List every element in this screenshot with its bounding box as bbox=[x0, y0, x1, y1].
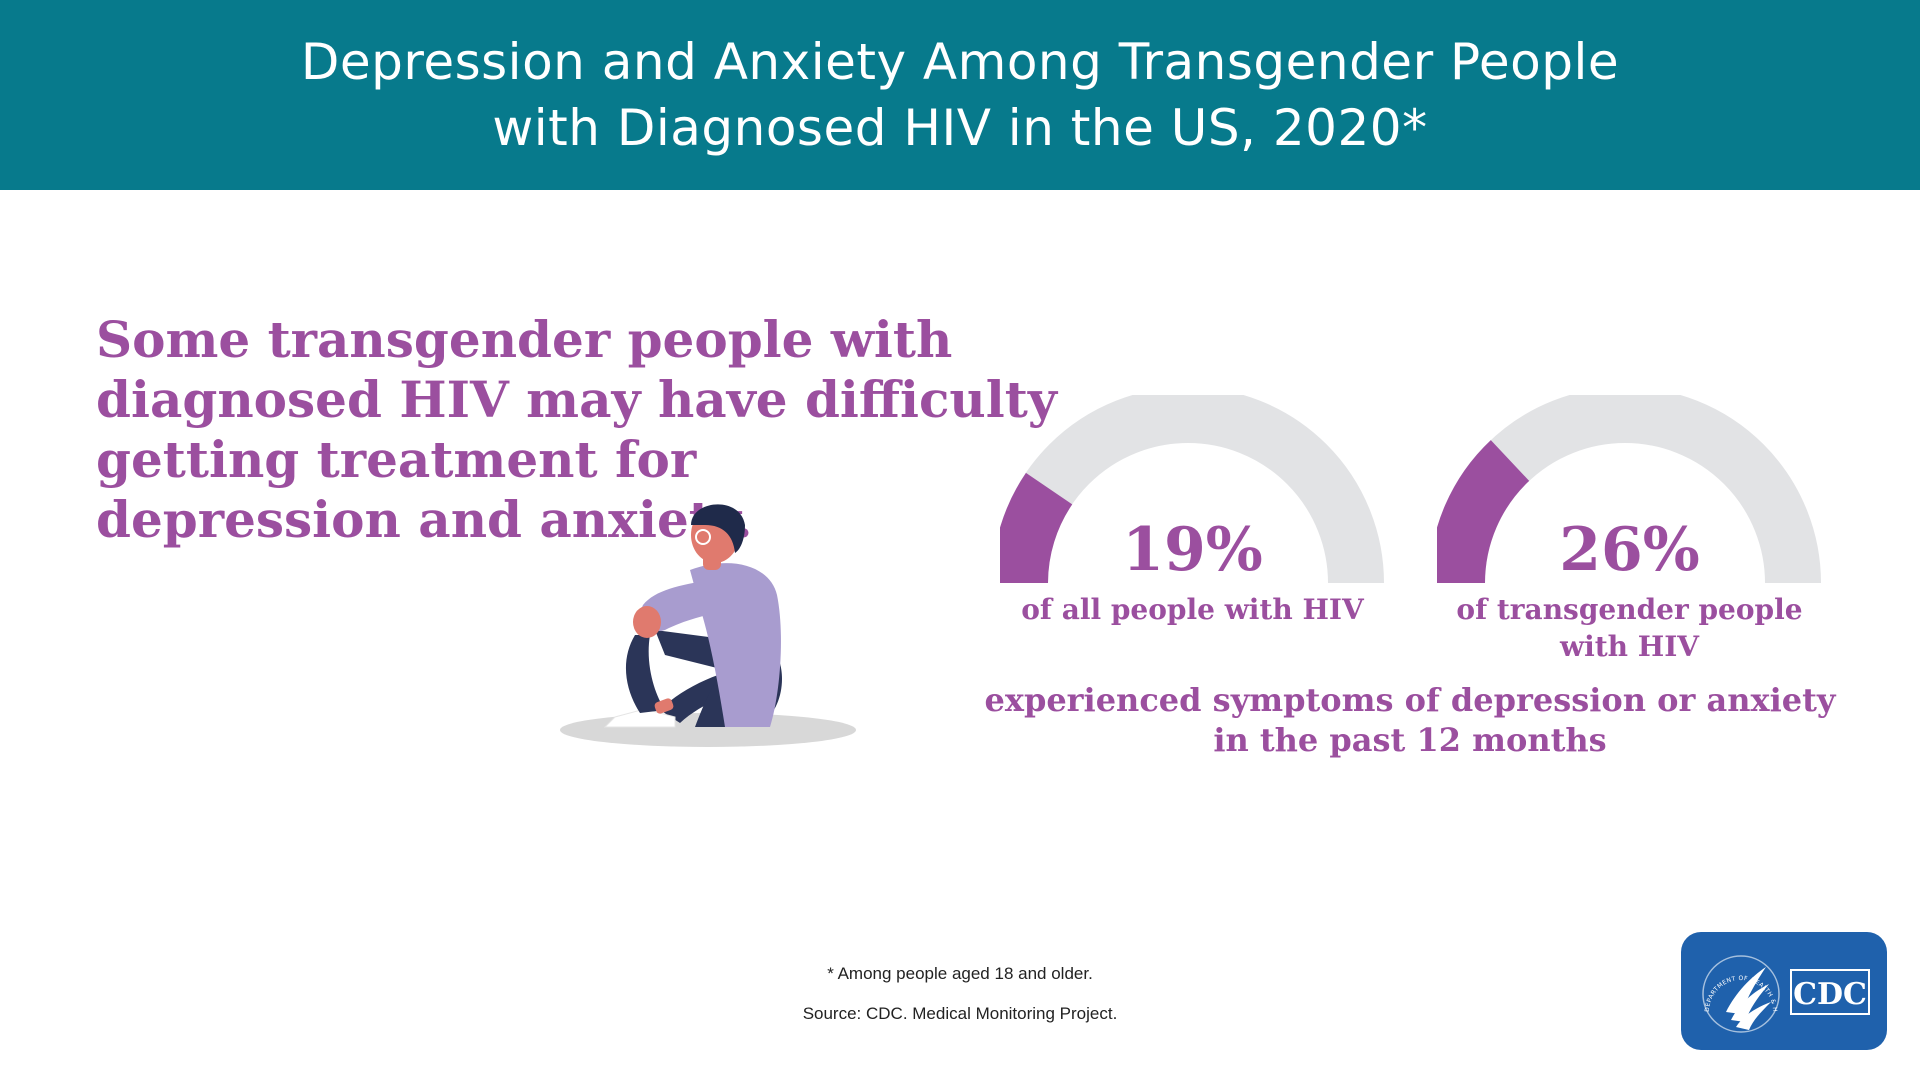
sitting-person-icon bbox=[560, 504, 856, 747]
gauge-summary: experienced symptoms of depression or an… bbox=[960, 680, 1860, 760]
gauge-transgender-people bbox=[1437, 395, 1821, 584]
headline-line-2: diagnosed HIV may have difficulty bbox=[96, 370, 1057, 429]
gauge-value-arc bbox=[1437, 440, 1530, 584]
gauge-caption-transgender: of transgender people with HIV bbox=[1437, 591, 1822, 665]
headline-line-4: depression and anxiety. bbox=[96, 490, 753, 549]
page-title-line-2: with Diagnosed HIV in the US, 2020* bbox=[492, 99, 1428, 157]
cdc-logo-text: CDC bbox=[1793, 977, 1867, 1012]
gauge-value-label-transgender: 26% bbox=[1559, 515, 1700, 585]
summary-line-1: experienced symptoms of depression or an… bbox=[984, 681, 1836, 719]
source-note: Source: CDC. Medical Monitoring Project. bbox=[802, 1004, 1118, 1023]
gauge-value-label-all-people: 19% bbox=[1122, 515, 1263, 585]
gauge-caption-line: with HIV bbox=[1559, 630, 1700, 663]
page-title-line-1: Depression and Anxiety Among Transgender… bbox=[300, 33, 1620, 91]
headline: Some transgender people with diagnosed H… bbox=[96, 310, 1057, 550]
headline-line-1: Some transgender people with bbox=[96, 310, 953, 369]
header-banner: Depression and Anxiety Among Transgender… bbox=[0, 0, 1920, 190]
gauge-caption-line: of transgender people bbox=[1456, 593, 1803, 626]
gauge-value-arc bbox=[1000, 472, 1073, 584]
footnote: * Among people aged 18 and older. bbox=[827, 964, 1093, 983]
summary-line-2: in the past 12 months bbox=[1213, 721, 1607, 759]
gauge-caption-all-people: of all people with HIV bbox=[1000, 591, 1385, 628]
hhs-eagle-icon bbox=[1726, 967, 1771, 1030]
gauge-all-people bbox=[1000, 395, 1384, 584]
headline-line-3: getting treatment for bbox=[96, 430, 697, 489]
cdc-logo: DEPARTMENT OF HEALTH & HUMAN SERVICES US… bbox=[1681, 932, 1887, 1050]
seal-text: DEPARTMENT OF HEALTH & HUMAN SERVICES US… bbox=[1681, 932, 1778, 1012]
gauge-caption-line: of all people with HIV bbox=[1021, 593, 1364, 626]
